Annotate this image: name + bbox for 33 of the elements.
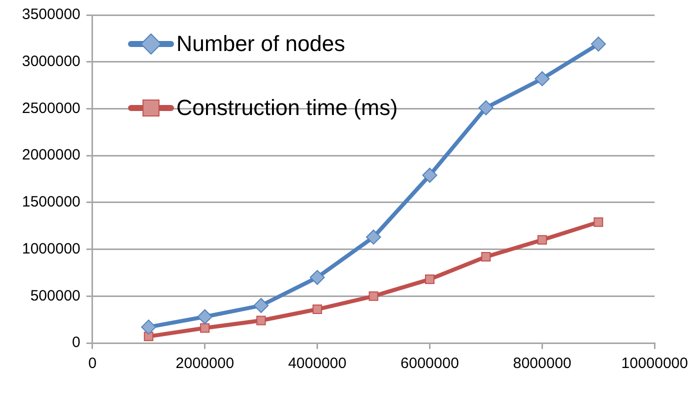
point	[366, 230, 382, 245]
x-tick-label: 4000000	[288, 355, 346, 372]
point	[312, 304, 322, 314]
y-tick-label: 0	[72, 334, 80, 352]
point	[424, 274, 434, 284]
point	[422, 168, 438, 183]
y-tick-label: 1500000	[22, 194, 80, 211]
x-tick-label: 8000000	[512, 355, 572, 372]
y-tick-label: 2500000	[22, 100, 80, 117]
point	[200, 323, 210, 333]
y-tick-label: 500000	[30, 287, 80, 304]
point	[590, 36, 606, 52]
x-tick-label: 2000000	[176, 355, 234, 372]
y-tick-label: 2000000	[22, 146, 80, 164]
y-tick-label: 1000000	[22, 240, 80, 258]
point	[197, 309, 212, 324]
point	[594, 217, 604, 227]
point	[534, 71, 550, 86]
point	[256, 316, 266, 326]
legend-label: Number of nodes	[176, 31, 346, 57]
point	[310, 270, 325, 285]
x-tick-label: 10000000	[621, 355, 688, 372]
legend-label: Construction time (ms)	[176, 95, 398, 121]
point	[141, 320, 156, 335]
y-tick-label: 3000000	[22, 53, 80, 70]
x-tick-label: 6000000	[400, 355, 459, 372]
point	[537, 235, 547, 245]
point	[481, 252, 491, 262]
y-tick-label: 3500000	[22, 6, 80, 24]
point	[368, 291, 378, 301]
x-tick-label: 0	[88, 355, 97, 372]
point	[478, 100, 494, 116]
point	[254, 298, 269, 314]
